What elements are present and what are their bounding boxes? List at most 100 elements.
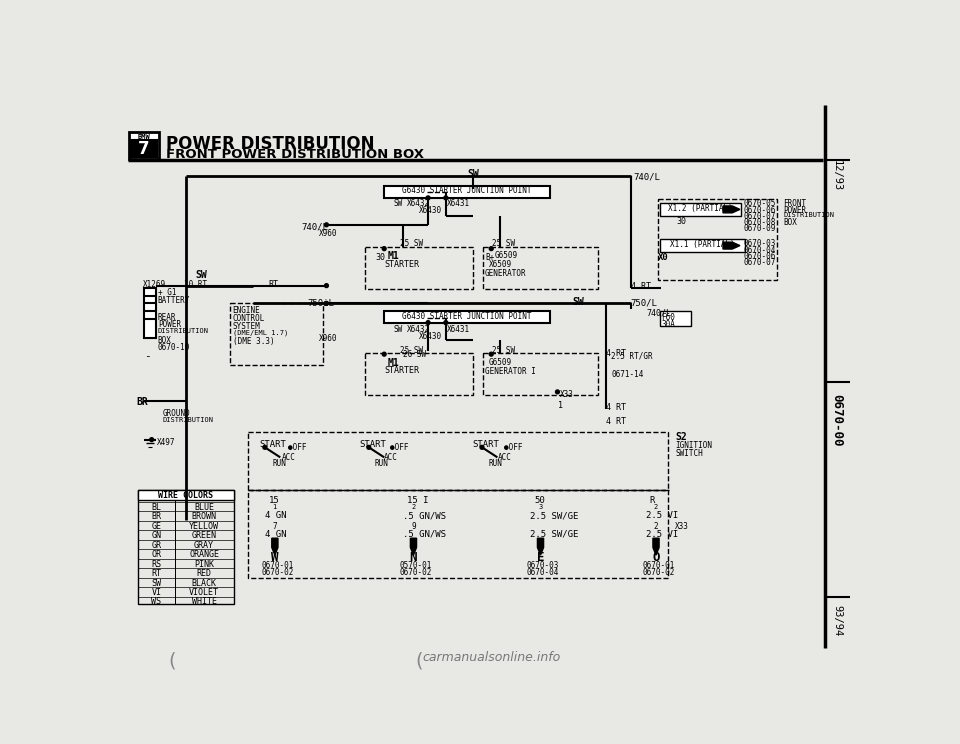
Circle shape xyxy=(480,446,484,449)
Text: CONTROL: CONTROL xyxy=(232,314,265,323)
Bar xyxy=(129,132,159,158)
Text: GE: GE xyxy=(152,522,161,530)
Text: 10 RT: 10 RT xyxy=(184,280,207,289)
Circle shape xyxy=(444,321,447,324)
Text: 25 SW: 25 SW xyxy=(399,346,422,355)
Circle shape xyxy=(324,223,328,227)
Text: BROWN: BROWN xyxy=(191,512,217,522)
Text: BATTERY: BATTERY xyxy=(157,295,190,304)
Text: 0671-14: 0671-14 xyxy=(612,371,644,379)
Text: 2: 2 xyxy=(654,522,659,531)
Text: 4 RT: 4 RT xyxy=(606,349,626,358)
Text: POWER DISTRIBUTION: POWER DISTRIBUTION xyxy=(166,135,374,153)
Text: START: START xyxy=(360,440,387,449)
Text: .5 GN/WS: .5 GN/WS xyxy=(403,511,446,520)
Text: 0670-09: 0670-09 xyxy=(743,224,776,233)
Text: RUN: RUN xyxy=(375,459,389,468)
Text: DISTRIBUTION: DISTRIBUTION xyxy=(157,328,209,334)
Text: X0: X0 xyxy=(658,252,668,262)
Text: 93/94: 93/94 xyxy=(832,605,842,636)
Text: X33: X33 xyxy=(560,390,574,399)
Bar xyxy=(384,185,550,198)
Text: M1: M1 xyxy=(388,251,399,261)
Text: 0670-02: 0670-02 xyxy=(399,568,432,577)
Bar xyxy=(144,288,156,338)
Bar xyxy=(660,311,690,327)
Text: X6432: X6432 xyxy=(407,325,430,334)
Text: SW: SW xyxy=(573,297,585,307)
Text: 0670-02: 0670-02 xyxy=(261,568,294,577)
Text: 0670-00: 0670-00 xyxy=(830,394,844,446)
FancyArrow shape xyxy=(723,242,740,249)
Bar xyxy=(131,140,157,157)
Text: X1.2 (PARTIAL): X1.2 (PARTIAL) xyxy=(667,204,732,213)
Text: DISTRIBUTION: DISTRIBUTION xyxy=(162,417,213,423)
Text: 2: 2 xyxy=(411,504,416,510)
Text: FRONT POWER DISTRIBUTION BOX: FRONT POWER DISTRIBUTION BOX xyxy=(166,148,424,161)
Text: BMW: BMW xyxy=(137,134,151,140)
Text: 2.5 VI: 2.5 VI xyxy=(646,530,679,539)
Text: START: START xyxy=(472,440,499,449)
Text: X497: X497 xyxy=(157,438,176,447)
Circle shape xyxy=(324,301,328,305)
Text: 0670-02: 0670-02 xyxy=(642,568,675,577)
Text: .5 GN/WS: .5 GN/WS xyxy=(403,530,446,539)
Text: 0670-01: 0670-01 xyxy=(642,561,675,571)
Bar xyxy=(248,490,667,578)
Bar xyxy=(483,353,598,395)
FancyArrow shape xyxy=(653,538,660,555)
Text: VI: VI xyxy=(152,588,161,597)
Text: X960: X960 xyxy=(319,228,337,237)
Text: SW: SW xyxy=(394,325,402,334)
Text: ●OFF: ●OFF xyxy=(391,443,409,452)
Text: 12/93: 12/93 xyxy=(832,160,842,191)
Text: STARTER: STARTER xyxy=(384,260,420,269)
Text: X6430: X6430 xyxy=(419,332,442,341)
Text: 15: 15 xyxy=(269,496,279,505)
Bar xyxy=(384,311,550,324)
Text: BOX: BOX xyxy=(783,218,797,227)
Text: 26 SW: 26 SW xyxy=(403,350,426,359)
Text: RS: RS xyxy=(152,559,161,568)
Text: W: W xyxy=(271,551,278,564)
Circle shape xyxy=(382,352,386,356)
Circle shape xyxy=(556,390,560,394)
Text: ACC: ACC xyxy=(384,452,398,462)
Text: + G1: + G1 xyxy=(157,288,177,297)
Text: GR: GR xyxy=(152,541,161,550)
Text: 2.5 SW/GE: 2.5 SW/GE xyxy=(531,511,579,520)
Text: 0670-07: 0670-07 xyxy=(743,258,776,267)
Text: 0670-10: 0670-10 xyxy=(157,344,190,353)
Circle shape xyxy=(444,196,447,200)
Bar xyxy=(138,490,234,501)
Text: X1.1 (PARTIAL): X1.1 (PARTIAL) xyxy=(670,240,734,249)
Text: ●OFF: ●OFF xyxy=(504,443,522,452)
Text: F60: F60 xyxy=(661,312,675,321)
Circle shape xyxy=(150,437,154,441)
Circle shape xyxy=(367,446,371,449)
Text: BR: BR xyxy=(136,397,148,407)
Text: DISTRIBUTION: DISTRIBUTION xyxy=(783,212,834,218)
Text: X6431: X6431 xyxy=(447,199,470,208)
Text: WHITE: WHITE xyxy=(191,597,217,606)
Text: RUN: RUN xyxy=(488,459,502,468)
Text: POWER: POWER xyxy=(157,320,180,330)
Text: G6509: G6509 xyxy=(494,251,517,260)
Text: RT: RT xyxy=(269,280,278,289)
Text: 30: 30 xyxy=(375,253,385,263)
Text: 0670-06: 0670-06 xyxy=(743,205,776,214)
FancyArrow shape xyxy=(723,206,740,213)
Text: BLUE: BLUE xyxy=(194,503,214,512)
Text: X6509: X6509 xyxy=(489,260,512,269)
Text: BLACK: BLACK xyxy=(191,579,217,588)
Text: STARTER: STARTER xyxy=(384,367,420,376)
Text: 740/L: 740/L xyxy=(301,222,328,231)
Text: (: ( xyxy=(169,652,176,670)
Text: -: - xyxy=(144,351,151,361)
Text: X6431: X6431 xyxy=(447,325,470,334)
Text: X1269: X1269 xyxy=(143,280,166,289)
Text: O: O xyxy=(652,551,660,564)
Text: 0570-01: 0570-01 xyxy=(399,561,432,571)
Text: REAR: REAR xyxy=(157,312,177,321)
Text: S2: S2 xyxy=(675,432,687,442)
